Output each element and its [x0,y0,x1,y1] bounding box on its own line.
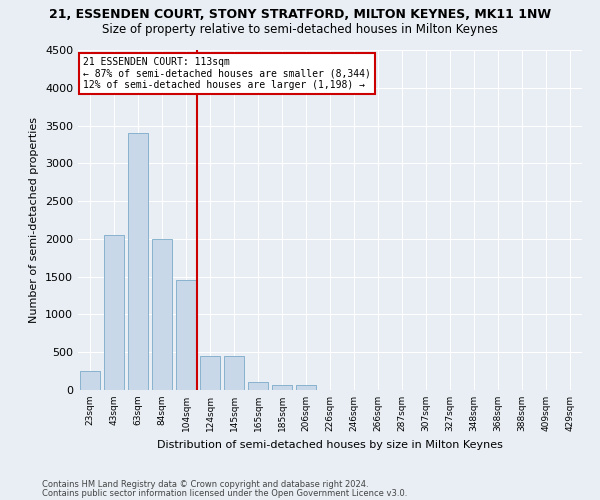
Bar [224,356,244,390]
X-axis label: Distribution of semi-detached houses by size in Milton Keynes: Distribution of semi-detached houses by … [157,440,503,450]
Bar [272,384,292,390]
Text: 21 ESSENDEN COURT: 113sqm
← 87% of semi-detached houses are smaller (8,344)
12% : 21 ESSENDEN COURT: 113sqm ← 87% of semi-… [83,57,371,90]
Bar [152,239,172,390]
Bar [200,356,220,390]
Y-axis label: Number of semi-detached properties: Number of semi-detached properties [29,117,40,323]
Text: 21, ESSENDEN COURT, STONY STRATFORD, MILTON KEYNES, MK11 1NW: 21, ESSENDEN COURT, STONY STRATFORD, MIL… [49,8,551,20]
Bar [128,133,148,390]
Text: Contains public sector information licensed under the Open Government Licence v3: Contains public sector information licen… [42,488,407,498]
Bar [104,235,124,390]
Bar [176,280,196,390]
Bar [248,382,268,390]
Text: Size of property relative to semi-detached houses in Milton Keynes: Size of property relative to semi-detach… [102,22,498,36]
Bar [80,371,100,390]
Text: Contains HM Land Registry data © Crown copyright and database right 2024.: Contains HM Land Registry data © Crown c… [42,480,368,489]
Bar [296,384,316,390]
